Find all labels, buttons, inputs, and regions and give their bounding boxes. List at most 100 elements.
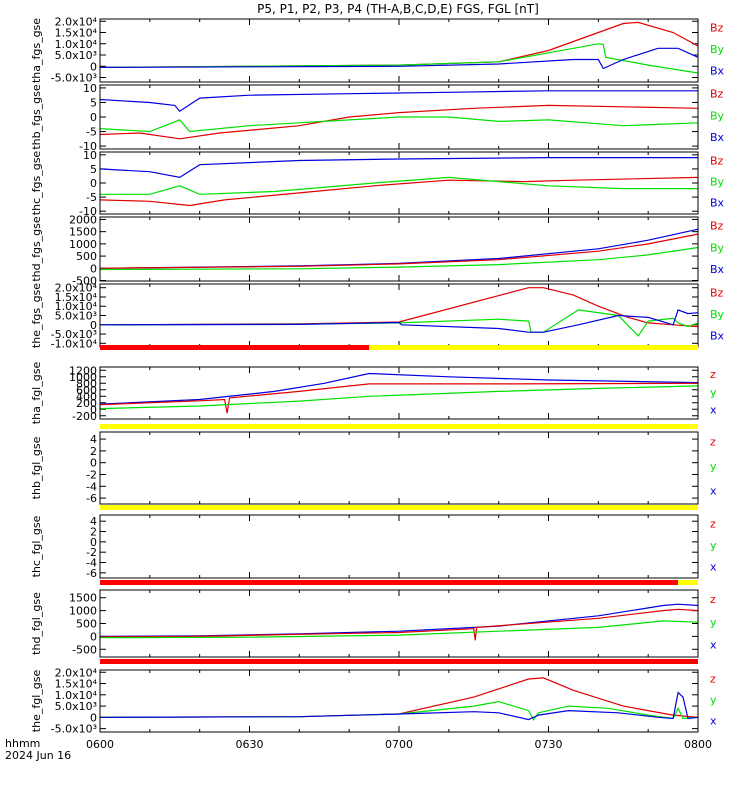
legend-entry-z: z [710,672,716,685]
panel-frame [99,18,699,83]
y-tick-label: 1500 [69,592,97,605]
y-tick-label: 600 [76,384,97,397]
y-tick-label: 1.0x10⁴ [55,300,98,313]
legend-entry-y: By [710,176,725,189]
panel-thc_fgl_gse: 420-2-4-6 thc_fgl_gse zyx [30,505,717,580]
y-tick-label: 1000 [69,605,97,618]
footer-date: 2024 Jun 16 [5,749,71,762]
y-tick-label: 0 [90,536,97,549]
legend-entry-z: Bz [710,88,724,101]
y-tick-label: 0 [90,60,97,73]
y-axis-label: thb_fgs_gse [30,84,43,150]
legend-entry-x: x [710,639,717,652]
y-tick-label: 2 [90,445,97,458]
x-tick-label: 0800 [684,738,712,751]
legend-entry-y: y [710,539,717,552]
status-bar-segment [100,345,370,350]
y-axis-label: thc_fgl_gse [30,515,43,577]
y-tick-label: 800 [76,377,97,390]
y-axis-label: thd_fgl_gse [30,592,43,655]
y-tick-label: 5.0x10³ [55,700,97,713]
chart-title: P5, P1, P2, P3, P4 (TH-A,B,C,D,E) FGS, F… [257,2,539,16]
legend-entry-x: Bx [710,329,725,342]
footer-hhmm: hhmm [5,737,40,750]
legend-entry-x: Bx [710,64,725,77]
series-line-x [99,372,699,405]
y-axis-label: thd_fgs_gse [30,216,43,282]
series-line-z [99,677,699,718]
series-line-z [99,104,699,140]
legend-entry-z: Bz [710,220,724,233]
y-tick-label: 0 [90,111,97,124]
panel-frame [99,216,699,282]
panel-frame [99,669,699,733]
y-tick-label: -4 [86,480,97,493]
series-line-z [99,608,699,641]
y-tick-label: 200 [76,397,97,410]
x-tick-label: 0600 [86,738,114,751]
y-tick-label: 1.0x10⁴ [55,689,98,702]
series-line-z [99,287,699,328]
legend-entry-z: Bz [710,154,724,167]
y-tick-label: 2 [90,526,97,539]
status-bar-segment [100,424,698,429]
panel-frame [99,283,699,348]
legend-entry-x: Bx [710,131,725,144]
panels: 2.0x10⁴1.5x10⁴1.0x10⁴5.0x10³0-5.0x10³tha… [30,15,725,735]
legend-entry-z: z [710,368,716,381]
y-tick-label: 0 [90,711,97,724]
y-tick-label: 500 [76,250,97,263]
y-axis-label: tha_fgl_gse [30,362,43,425]
y-tick-label: 0 [90,630,97,643]
series-line-y [99,700,699,721]
y-axis-label: the_fgl_gse [30,670,43,733]
panel-the_fgs_gse: 2.0x10⁴1.5x10⁴1.0x10⁴5.0x10³0-5.0x10³-1.… [30,282,725,351]
series-line-y [100,176,698,195]
legend-entry-y: y [710,460,717,473]
y-tick-label: 1.5x10⁴ [55,291,98,304]
y-tick-label: 1000 [69,238,97,251]
y-tick-label: 5 [90,96,97,109]
y-tick-label: 2.0x10⁴ [55,15,98,28]
series-line-y [99,43,699,74]
y-tick-label: 0 [90,177,97,190]
y-axis-label: the_fgs_gse [30,283,43,348]
y-tick-label: 10 [83,149,97,162]
y-tick-label: 0 [90,319,97,332]
status-bar-segment [100,659,698,664]
y-tick-label: 500 [76,618,97,631]
y-tick-label: -200 [72,410,97,423]
y-tick-label: -10 [79,205,97,218]
y-tick-label: -10 [79,140,97,153]
y-tick-label: -1.0x10⁴ [51,337,98,350]
y-tick-label: 1.5x10⁴ [55,27,98,40]
y-tick-label: 1000 [69,371,97,384]
series-line-x [99,157,698,179]
series-line-x [99,603,699,637]
y-tick-label: -5 [86,126,97,139]
series-line-x [99,90,698,112]
series-line-z [99,176,699,207]
series-line-y [99,116,699,133]
y-tick-label: 400 [76,390,97,403]
y-tick-label: -5 [86,191,97,204]
y-tick-label: -2 [86,468,97,481]
panel-frame [99,431,699,505]
legend-entry-z: z [710,436,716,449]
y-tick-label: 5.0x10³ [55,49,97,62]
legend-entry-y: y [710,616,717,629]
y-axis-label: tha_fgs_gse [30,18,43,83]
series-line-z [99,233,699,269]
series-line-y [99,385,699,410]
legend-entry-x: x [710,485,717,498]
y-tick-label: 2.0x10⁴ [55,666,98,679]
y-tick-label: 1.0x10⁴ [55,38,98,51]
panel-frame [99,514,699,579]
series-line-z [99,382,699,414]
y-tick-label: 1.5x10⁴ [55,678,98,691]
legend-entry-z: Bz [710,22,724,35]
series-line-x [99,228,699,269]
